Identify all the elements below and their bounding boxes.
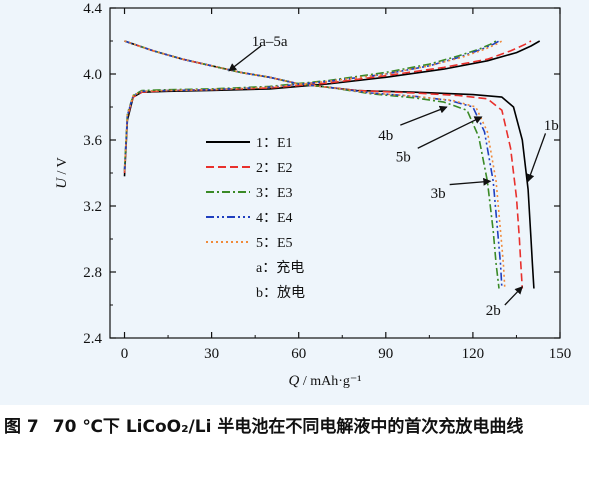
x-tick-label: 120 bbox=[462, 346, 485, 362]
annotation-label: 4b bbox=[378, 128, 393, 144]
series-1-discharge-line bbox=[124, 40, 535, 289]
legend-entry: 1：E1 bbox=[256, 136, 293, 151]
x-tick-label: 30 bbox=[204, 346, 219, 362]
x-tick-label: 0 bbox=[121, 346, 129, 362]
y-tick-label: 3.2 bbox=[83, 199, 102, 215]
legend-entry: 4：E4 bbox=[256, 211, 293, 226]
series-2-charge-line bbox=[123, 40, 532, 174]
x-axis-label: Q / mAh·g⁻¹ bbox=[289, 373, 362, 389]
annotation-label: 3b bbox=[431, 186, 446, 202]
annotation-label: 1a–5a bbox=[252, 34, 288, 50]
series-3-discharge-line bbox=[124, 40, 500, 289]
annotation-arrow bbox=[417, 116, 483, 149]
y-axis-label: U / V bbox=[54, 157, 70, 189]
figure-caption: 图 7 70 ℃下 LiCoO₂/Li 半电池在不同电解液中的首次充放电曲线 bbox=[4, 411, 584, 443]
y-tick-label: 3.6 bbox=[83, 133, 102, 149]
x-tick-label: 60 bbox=[291, 346, 306, 362]
series-3-charge-line bbox=[123, 40, 497, 170]
legend-entry: 2：E2 bbox=[256, 161, 293, 176]
y-tick-label: 2.8 bbox=[83, 265, 102, 281]
series-4-discharge-line bbox=[124, 40, 503, 289]
series-5-charge-line bbox=[123, 40, 503, 172]
figure-panel: 0 30 60 90 120 150 2.4 2.8 3.2 3.6 4.0 4.4 1：E1 2：E2… bbox=[0, 0, 589, 405]
annotation-label: 5b bbox=[396, 150, 411, 166]
caption-text: 70 ℃下 LiCoO₂/Li 半电池在不同电解液中的首次充放电曲线 bbox=[52, 417, 524, 437]
legend-entry: 5：E5 bbox=[256, 236, 293, 251]
series-2-discharge-line bbox=[124, 40, 524, 289]
charge-discharge-chart: 0 30 60 90 120 150 2.4 2.8 3.2 3.6 4.0 4.4 1：E1 2：E2… bbox=[54, 1, 571, 389]
x-tick-label: 90 bbox=[378, 346, 393, 362]
axes: 0 30 60 90 120 150 2.4 2.8 3.2 3.6 4.0 4.4 bbox=[83, 1, 571, 362]
legend-note: a：充电 bbox=[256, 260, 304, 276]
annotation-arrow bbox=[400, 105, 448, 126]
annotation-label: 1b bbox=[544, 118, 559, 134]
legend-note: b：放电 bbox=[256, 285, 305, 301]
legend-entry: 3：E3 bbox=[256, 186, 293, 201]
plot-lines bbox=[123, 40, 541, 289]
annotation-arrow bbox=[228, 45, 262, 72]
legend: 1：E1 2：E2 3：E3 4：E4 5：E5 a：充电 b：放电 bbox=[206, 136, 305, 301]
y-tick-label: 4.4 bbox=[83, 1, 102, 17]
annotation-label: 2b bbox=[486, 303, 501, 319]
y-tick-label: 2.4 bbox=[83, 331, 102, 347]
annotation-arrow bbox=[449, 177, 492, 186]
series-5-discharge-line bbox=[124, 40, 506, 289]
annotation-arrow bbox=[526, 133, 547, 183]
x-tick-label: 150 bbox=[549, 346, 572, 362]
y-tick-label: 4.0 bbox=[83, 67, 102, 83]
annotation-arrow bbox=[504, 286, 523, 306]
figure-number: 图 7 bbox=[4, 417, 39, 437]
